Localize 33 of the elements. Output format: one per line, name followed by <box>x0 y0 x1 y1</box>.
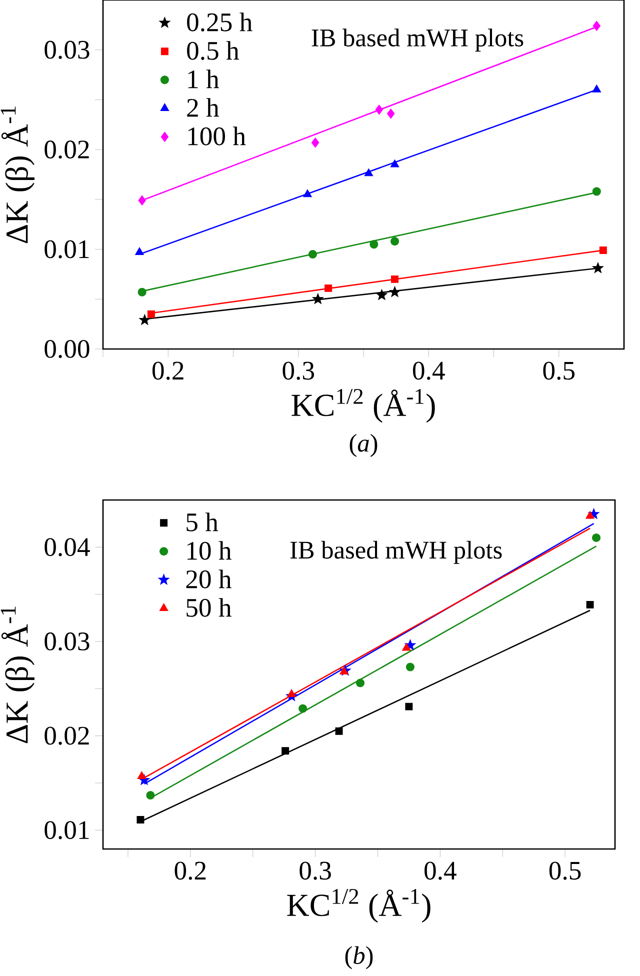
legend-label: 10 h <box>187 541 232 560</box>
x-axis-title: KC$^{1/2}$ (Å$^{-1}$) <box>287 888 430 923</box>
y-tick-label: 0.01 <box>44 240 89 258</box>
legend-label: 5 h <box>186 512 218 532</box>
x-tick-label: 0.3 <box>300 862 331 880</box>
y-tick-label: 0.04 <box>44 538 90 556</box>
legend-label: 50 h <box>186 598 232 617</box>
x-axis-title: KC$^{1/2}$ (Å$^{-1}$) <box>292 388 435 423</box>
x-tick-label: 0.2 <box>152 362 184 380</box>
text: (b) <box>345 946 373 970</box>
x-tick-label: 0.5 <box>543 362 575 380</box>
y-tick-label: 0.03 <box>44 40 90 59</box>
legend-label: 100 h <box>188 126 246 146</box>
annotation: IB based mWH plots <box>290 540 502 564</box>
legend-label: 1 h <box>188 70 220 88</box>
text: (a) <box>350 434 378 457</box>
x-tick-label: 0.4 <box>412 362 445 380</box>
y-tick-label: 0.02 <box>44 140 89 159</box>
x-tick-label: 0.2 <box>174 862 206 880</box>
y-tick-label: 0.01 <box>44 821 89 840</box>
legend-label: 0.25 h <box>187 12 252 32</box>
y-tick-label: 0.02 <box>44 726 89 745</box>
x-tick-label: 0.5 <box>549 862 581 880</box>
x-tick-label: 0.3 <box>282 362 314 380</box>
y-axis-title: ΔK (β) Å$^{-1}$ <box>0 606 34 744</box>
legend-label: 0.5 h <box>187 41 240 60</box>
y-tick-label: 0.03 <box>44 632 90 651</box>
legend-label: 20 h <box>186 570 232 588</box>
y-tick-label: 0.00 <box>44 340 90 358</box>
x-tick-label: 0.4 <box>424 862 456 880</box>
y-axis-title: ΔK (β) Å$^{-1}$ <box>0 106 34 244</box>
annotation: IB based mWH plots <box>312 28 524 52</box>
legend-label: 2 h <box>187 98 220 117</box>
